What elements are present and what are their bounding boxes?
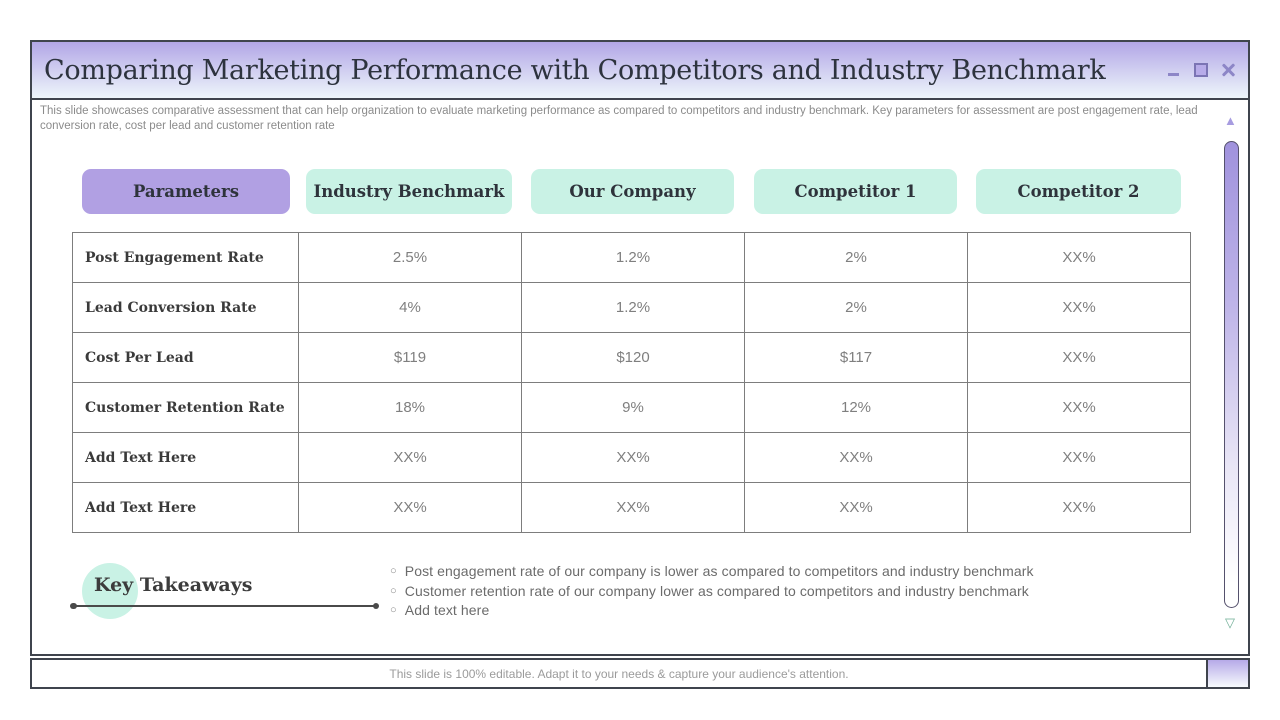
table-row: Cost Per Lead $119 $120 $117 XX%: [72, 332, 1191, 383]
table-row: Customer Retention Rate 18% 9% 12% XX%: [72, 382, 1191, 433]
corner-accent-square: [1206, 658, 1250, 689]
table-cell: XX%: [298, 482, 522, 533]
table-cell: 18%: [298, 382, 522, 433]
table-cell: XX%: [744, 432, 968, 483]
table-cell: 2%: [744, 232, 968, 283]
table-cell: XX%: [521, 482, 745, 533]
table-row: Post Engagement Rate 2.5% 1.2% 2% XX%: [72, 232, 1191, 283]
close-icon[interactable]: [1220, 62, 1236, 78]
takeaway-text: Customer retention rate of our company l…: [404, 582, 1029, 599]
column-header-our-company: Our Company: [531, 169, 734, 214]
table-cell: XX%: [967, 482, 1191, 533]
slide-description: This slide showcases comparative assessm…: [40, 105, 1198, 132]
takeaway-text: Add text here: [404, 602, 490, 618]
minimize-icon[interactable]: [1166, 62, 1182, 78]
bullet-icon: ○: [390, 604, 397, 616]
table-cell: 2%: [744, 282, 968, 333]
scroll-down-icon[interactable]: ▽: [1225, 615, 1235, 630]
key-takeaways-list: ○ Post engagement rate of our company is…: [390, 562, 1034, 621]
table-cell: 1.2%: [521, 232, 745, 283]
slide-window: Comparing Marketing Performance with Com…: [30, 40, 1250, 656]
table-cell: 12%: [744, 382, 968, 433]
table-cell: 9%: [521, 382, 745, 433]
list-item: ○ Customer retention rate of our company…: [390, 582, 1034, 602]
editable-note-bar: This slide is 100% editable. Adapt it to…: [30, 658, 1208, 689]
maximize-icon[interactable]: [1193, 62, 1209, 78]
column-header-industry-benchmark: Industry Benchmark: [306, 169, 512, 214]
table-cell: $117: [744, 332, 968, 383]
table-cell: $119: [298, 332, 522, 383]
table-cell: XX%: [744, 482, 968, 533]
table-row: Add Text Here XX% XX% XX% XX%: [72, 482, 1191, 533]
table-cell: XX%: [967, 232, 1191, 283]
bullet-icon: ○: [390, 565, 397, 577]
bullet-icon: ○: [390, 584, 397, 597]
table-row: Lead Conversion Rate 4% 1.2% 2% XX%: [72, 282, 1191, 333]
table-cell: XX%: [967, 382, 1191, 433]
table-cell: $120: [521, 332, 745, 383]
column-header-competitor-2: Competitor 2: [976, 169, 1181, 214]
window-titlebar: Comparing Marketing Performance with Com…: [32, 42, 1248, 100]
comparison-table: Post Engagement Rate 2.5% 1.2% 2% XX% Le…: [72, 232, 1191, 533]
key-takeaways-title: Key Takeaways: [94, 574, 253, 596]
table-cell: 4%: [298, 282, 522, 333]
row-label: Customer Retention Rate: [72, 382, 299, 433]
list-item: ○ Add text here: [390, 601, 1034, 621]
scroll-up-icon[interactable]: ▲: [1224, 113, 1237, 128]
key-takeaways-accent-circle: [82, 563, 138, 619]
column-header-competitor-1: Competitor 1: [754, 169, 957, 214]
table-cell: XX%: [298, 432, 522, 483]
row-label: Add Text Here: [72, 432, 299, 483]
table-cell: 1.2%: [521, 282, 745, 333]
page-title: Comparing Marketing Performance with Com…: [44, 54, 1106, 86]
table-cell: XX%: [967, 432, 1191, 483]
row-label: Cost Per Lead: [72, 332, 299, 383]
row-label: Post Engagement Rate: [72, 232, 299, 283]
table-cell: 2.5%: [298, 232, 522, 283]
table-cell: XX%: [967, 282, 1191, 333]
scrollbar-thumb[interactable]: [1224, 141, 1239, 608]
table-cell: XX%: [521, 432, 745, 483]
key-takeaways-divider: [70, 603, 379, 609]
column-header-parameters: Parameters: [82, 169, 290, 214]
list-item: ○ Post engagement rate of our company is…: [390, 562, 1034, 582]
table-row: Add Text Here XX% XX% XX% XX%: [72, 432, 1191, 483]
window-controls: [1166, 42, 1236, 98]
editable-note-text: This slide is 100% editable. Adapt it to…: [389, 666, 849, 681]
table-cell: XX%: [967, 332, 1191, 383]
takeaway-text: Post engagement rate of our company is l…: [404, 563, 1034, 579]
row-label: Add Text Here: [72, 482, 299, 533]
row-label: Lead Conversion Rate: [72, 282, 299, 333]
